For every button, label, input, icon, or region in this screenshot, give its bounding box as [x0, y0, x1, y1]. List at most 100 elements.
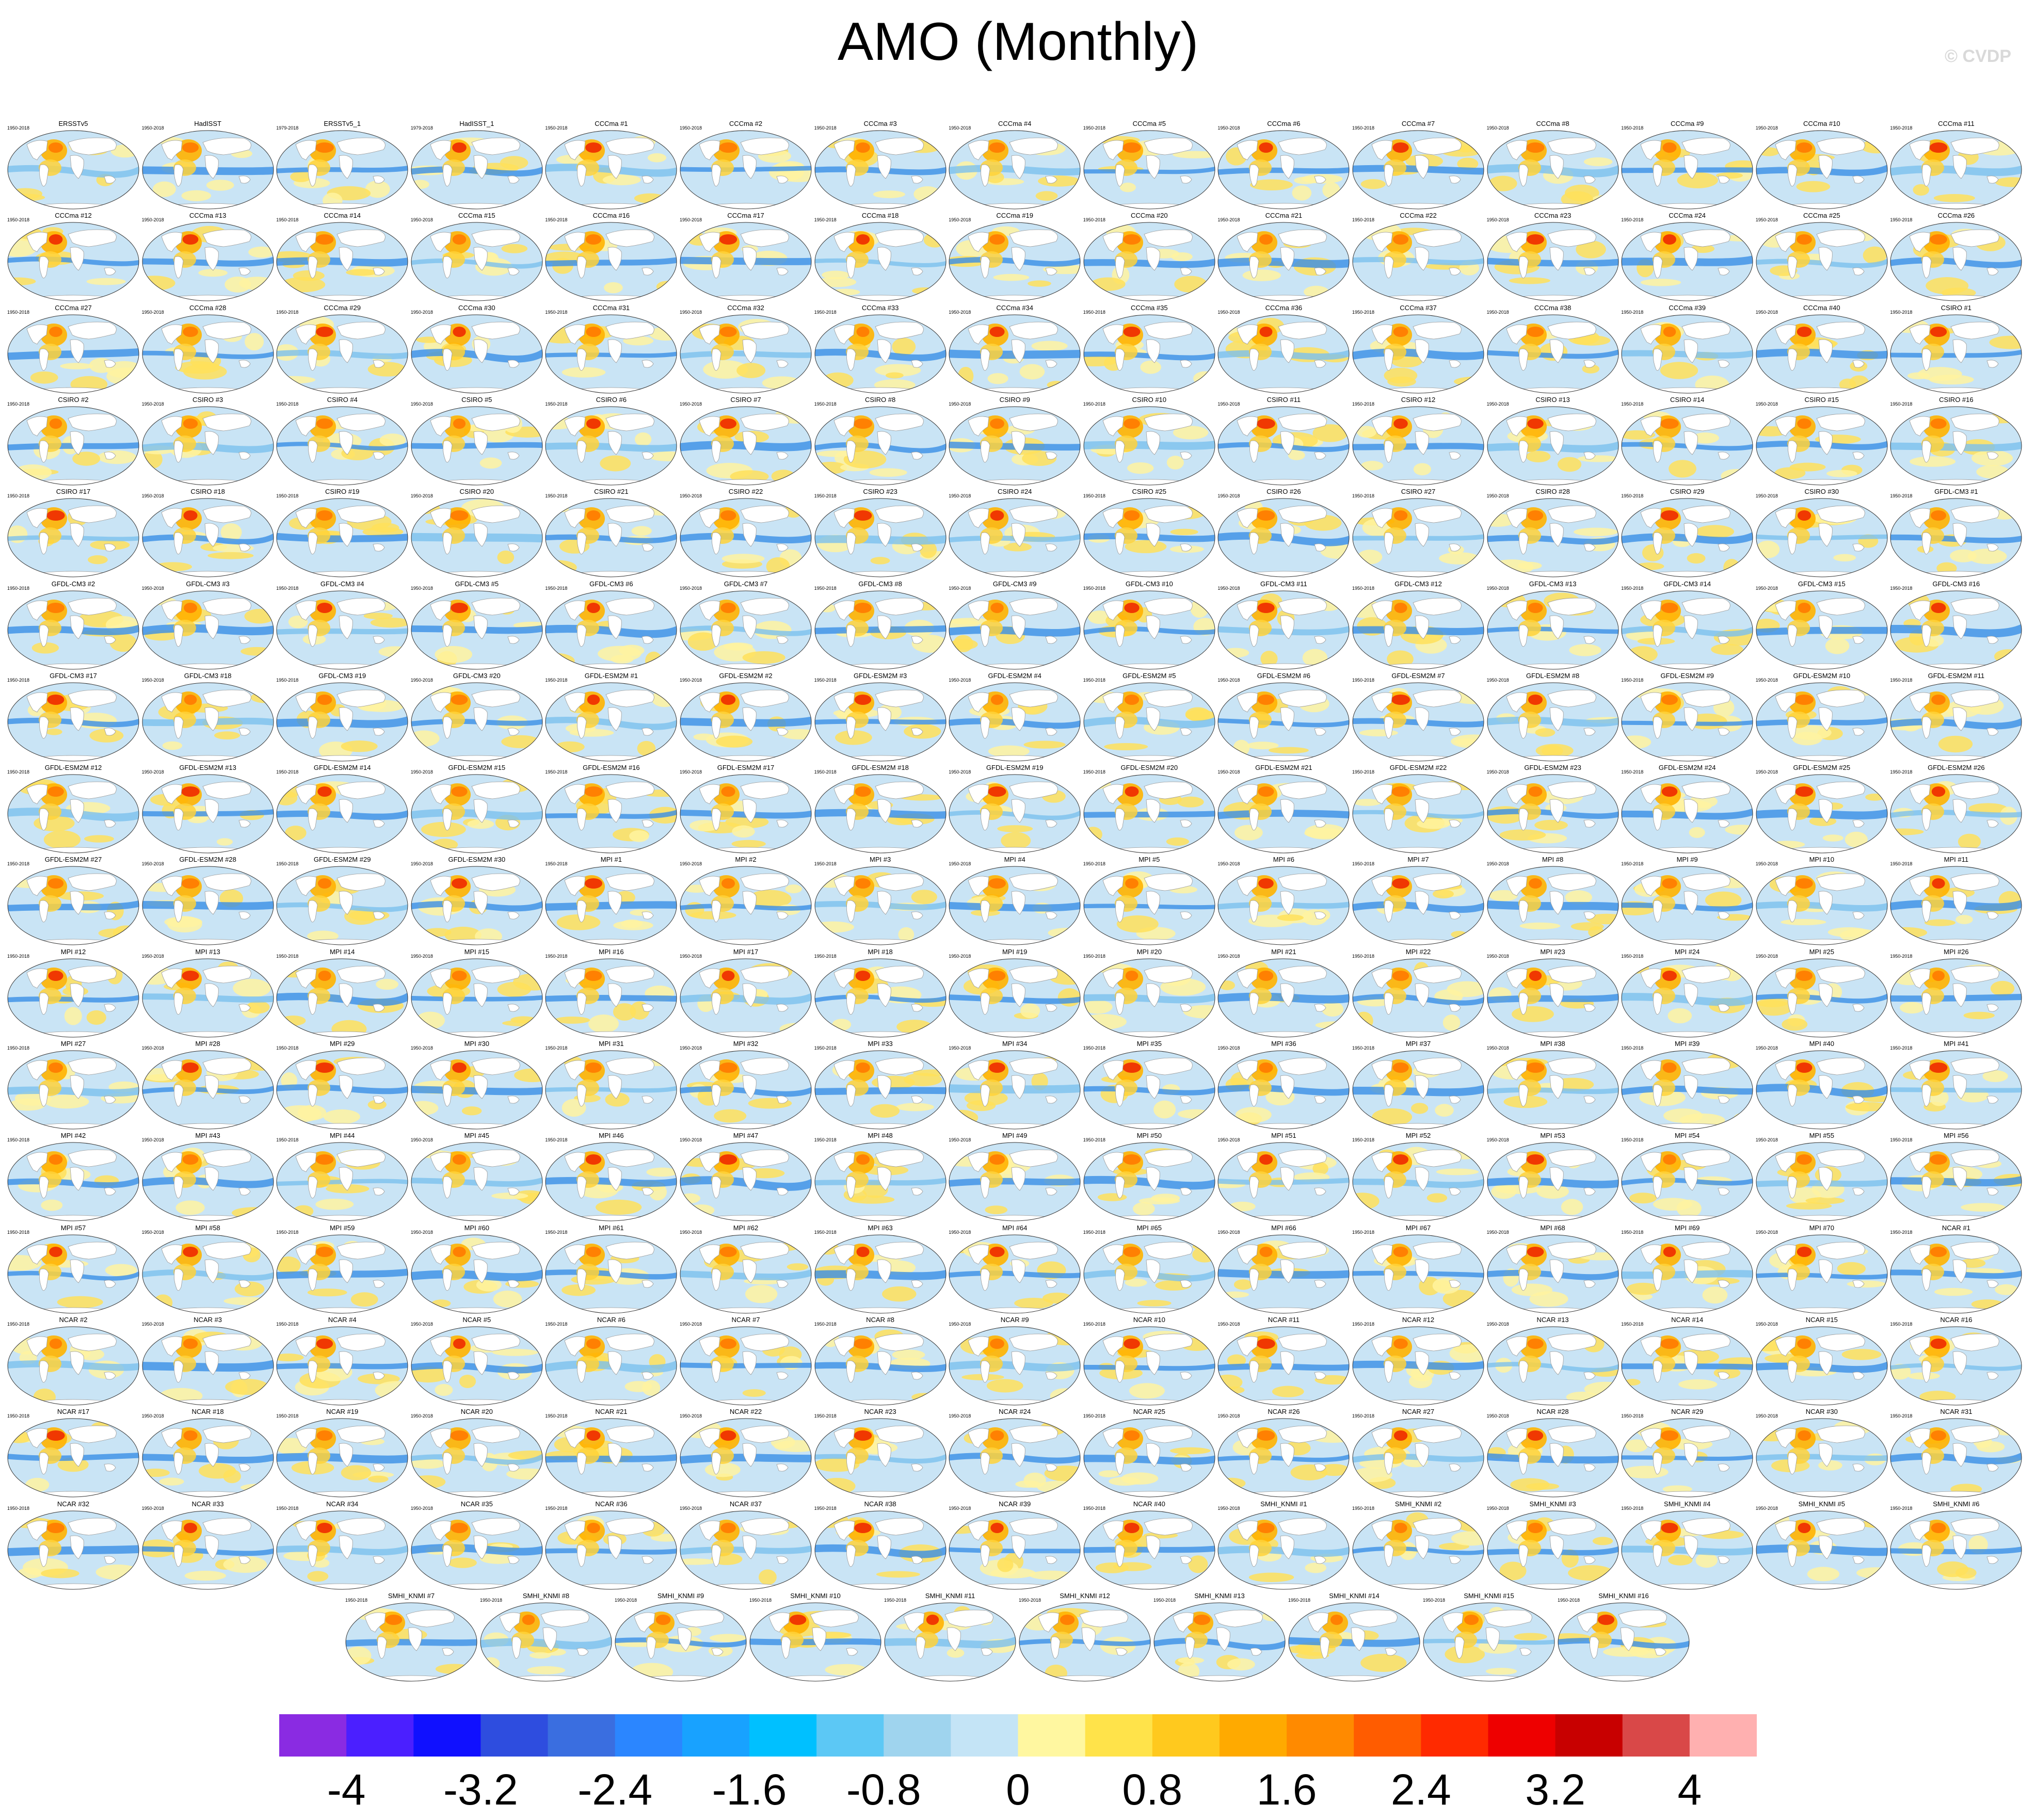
sst-map: [545, 130, 677, 210]
panel-years: 1950-2018: [545, 1045, 568, 1051]
panel-years: 1950-2018: [1486, 677, 1509, 683]
map-panel: MPI #57 1950-2018: [6, 1224, 140, 1316]
panel-years: 1950-2018: [1217, 217, 1240, 223]
panel-years: 1950-2018: [1890, 769, 1913, 775]
colorbar-swatch: [1354, 1714, 1421, 1757]
map-panel: CSIRO #30 1950-2018: [1755, 488, 1889, 579]
colorbar: [279, 1714, 1757, 1757]
panel-title: CCCma #6: [1267, 120, 1301, 127]
panel-years: 1950-2018: [1755, 493, 1778, 499]
panel-title: GFDL-ESM2M #15: [448, 764, 506, 772]
map-panel: GFDL-ESM2M #20 1950-2018: [1082, 764, 1216, 856]
sst-map: [1756, 590, 1888, 669]
sst-map: [411, 498, 543, 577]
panel-years: 1950-2018: [1621, 217, 1644, 223]
sst-map: [411, 406, 543, 486]
panel-title: GFDL-CM3 #8: [858, 579, 902, 588]
map-panel: MPI #52 1950-2018: [1351, 1132, 1485, 1223]
panel-title: CSIRO #1: [1941, 303, 1972, 312]
map-panel: CSIRO #14 1950-2018: [1620, 396, 1754, 488]
panel-title: GFDL-ESM2M #2: [719, 671, 773, 680]
panel-title: CCCma #18: [861, 212, 899, 220]
sst-map: [1487, 1326, 1619, 1406]
panel-title: SMHI_KNMI #16: [1598, 1591, 1649, 1600]
sst-map: [1352, 1418, 1484, 1497]
panel-years: 1950-2018: [7, 493, 30, 499]
panel-years: 1950-2018: [345, 1597, 368, 1603]
panel-title: CSIRO #25: [1132, 488, 1167, 496]
sst-map: [814, 1418, 947, 1497]
sst-map: [1487, 406, 1619, 486]
map-panel: GFDL-ESM2M #15 1950-2018: [410, 764, 544, 856]
panel-years: 1950-2018: [410, 1045, 433, 1051]
map-panel: ERSSTv5 1950-2018: [6, 120, 140, 212]
panel-title: SMHI_KNMI #9: [657, 1591, 704, 1600]
panel-years: 1950-2018: [1083, 1321, 1105, 1327]
map-panel: CSIRO #29 1950-2018: [1620, 488, 1754, 579]
map-panel: MPI #14 1950-2018: [275, 948, 409, 1040]
sst-map: [1352, 1142, 1484, 1221]
panel-title: CSIRO #9: [999, 395, 1030, 404]
panel-years: 1950-2018: [480, 1597, 503, 1603]
panel-years: 1950-2018: [410, 861, 433, 867]
panel-title: NCAR #12: [1402, 1315, 1435, 1324]
colorbar-swatch: [279, 1714, 347, 1757]
panel-title: SMHI_KNMI #3: [1529, 1500, 1576, 1508]
panel-years: 1950-2018: [1217, 1137, 1240, 1143]
panel-years: 1950-2018: [141, 125, 164, 131]
map-panel: CCCma #14 1950-2018: [275, 212, 409, 303]
panel-title: MPI #17: [733, 947, 759, 956]
sst-map: [1083, 406, 1215, 486]
map-panel: GFDL-ESM2M #17 1950-2018: [679, 764, 813, 856]
panel-years: 1950-2018: [1486, 1413, 1509, 1419]
panel-years: 1950-2018: [545, 1229, 568, 1235]
map-panel: MPI #1 1950-2018: [544, 856, 678, 947]
colorbar-swatch: [816, 1714, 884, 1757]
panel-title: GFDL-ESM2M #30: [448, 856, 506, 864]
map-panel: MPI #64 1950-2018: [948, 1224, 1082, 1316]
map-panel: MPI #61 1950-2018: [544, 1224, 678, 1316]
panel-title: NCAR #31: [1940, 1408, 1973, 1416]
sst-map: [142, 1510, 274, 1589]
map-panel: CCCma #10 1950-2018: [1755, 120, 1889, 212]
panel-title: MPI #9: [1676, 856, 1698, 864]
panel-years: 1950-2018: [949, 585, 971, 591]
sst-map: [345, 1602, 477, 1682]
sst-map: [814, 682, 947, 762]
sst-map: [1756, 1050, 1888, 1130]
panel-title: SMHI_KNMI #1: [1260, 1500, 1307, 1508]
map-panel: GFDL-ESM2M #12 1950-2018: [6, 764, 140, 856]
panel-title: NCAR #26: [1268, 1408, 1300, 1416]
map-panel: GFDL-ESM2M #14 1950-2018: [275, 764, 409, 856]
panel-years: 1950-2018: [545, 309, 568, 315]
map-panel: CSIRO #11 1950-2018: [1216, 396, 1351, 488]
panel-title: NCAR #16: [1940, 1315, 1973, 1324]
sst-map: [814, 498, 947, 577]
sst-map: [949, 498, 1081, 577]
map-panel: CCCma #15 1950-2018: [410, 212, 544, 303]
sst-map: [142, 590, 274, 669]
panel-years: 1950-2018: [1217, 769, 1240, 775]
panel-title: GFDL-ESM2M #5: [1123, 671, 1176, 680]
panel-title: NCAR #34: [326, 1500, 359, 1508]
panel-years: 1950-2018: [1217, 401, 1240, 407]
panel-years: 1950-2018: [1486, 1505, 1509, 1511]
sst-map: [1217, 222, 1350, 301]
panel-years: 1950-2018: [814, 1229, 837, 1235]
sst-map: [142, 498, 274, 577]
map-panel: CCCma #32 1950-2018: [679, 304, 813, 396]
sst-map: [411, 774, 543, 853]
map-panel: SMHI_KNMI #7 1950-2018: [344, 1592, 478, 1684]
panel-years: 1950-2018: [1486, 1321, 1509, 1327]
panel-years: 1950-2018: [1217, 861, 1240, 867]
panel-years: 1950-2018: [1352, 677, 1375, 683]
sst-map: [1890, 1142, 2022, 1221]
panel-title: MPI #48: [868, 1132, 893, 1140]
panel-title: CSIRO #18: [190, 488, 225, 496]
panel-years: 1950-2018: [814, 677, 837, 683]
panel-years: 1950-2018: [276, 769, 299, 775]
map-panel: MPI #66 1950-2018: [1216, 1224, 1351, 1316]
panel-title: MPI #28: [195, 1040, 220, 1048]
map-panel: CCCma #6 1950-2018: [1216, 120, 1351, 212]
